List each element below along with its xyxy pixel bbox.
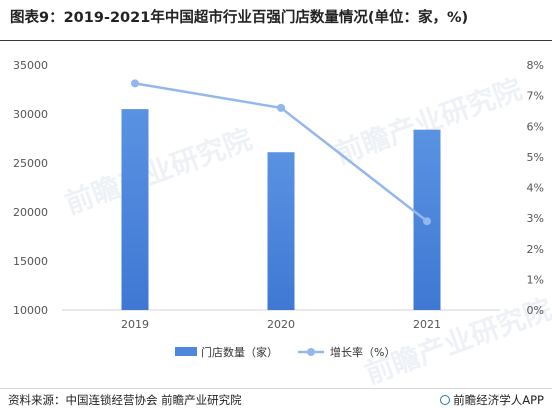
y-right-tick-label: 5% (527, 151, 544, 164)
chart-title: 图表9：2019-2021年中国超市行业百强门店数量情况(单位：家，%) (10, 10, 469, 26)
x-tick-label: 2021 (413, 318, 441, 331)
title-divider (0, 40, 552, 41)
y-right-tick-label: 6% (527, 120, 544, 133)
bar-line-chart: 35000 30000 25000 20000 15000 10000 8% 7% 6% 5% 4%… (13, 59, 544, 359)
y-left-tick-label: 20000 (13, 206, 48, 219)
bar-2019 (121, 109, 149, 310)
x-tick-label: 2019 (121, 318, 149, 331)
y-left-tick-label: 35000 (13, 59, 48, 72)
y-right-tick-label: 8% (527, 59, 544, 72)
y-right-tick-label: 1% (527, 273, 544, 286)
y-right-tick-label: 3% (527, 212, 544, 225)
legend-bar-label: 门店数量（家） (201, 345, 278, 359)
source-note: 资料来源：中国连锁经营协会 前瞻产业研究院 (8, 393, 242, 407)
bar-2020 (267, 152, 295, 310)
growth-rate-point-2021 (423, 217, 431, 226)
x-tick-label: 2020 (267, 318, 295, 331)
growth-rate-point-2019 (131, 79, 139, 88)
y-left-tick-label: 30000 (13, 108, 48, 121)
y-right-tick-label: 0% (527, 304, 544, 317)
y-left-tick-label: 25000 (13, 157, 48, 170)
y-right-tick-label: 4% (527, 182, 544, 195)
legend-bar-swatch (175, 347, 197, 356)
legend-line-label: 增长率（%） (330, 345, 395, 359)
legend-line-marker (307, 348, 315, 356)
y-left-tick-label: 15000 (13, 255, 48, 268)
brand-label: 前瞻经济学人APP (440, 392, 544, 408)
growth-rate-point-2020 (277, 103, 285, 112)
y-left-tick-label: 10000 (13, 304, 48, 317)
y-right-tick-label: 7% (527, 90, 544, 103)
brand-text: 前瞻经济学人APP (453, 393, 544, 407)
brand-logo-icon (440, 395, 451, 405)
footer-divider (0, 388, 552, 389)
y-right-tick-label: 2% (527, 243, 544, 256)
